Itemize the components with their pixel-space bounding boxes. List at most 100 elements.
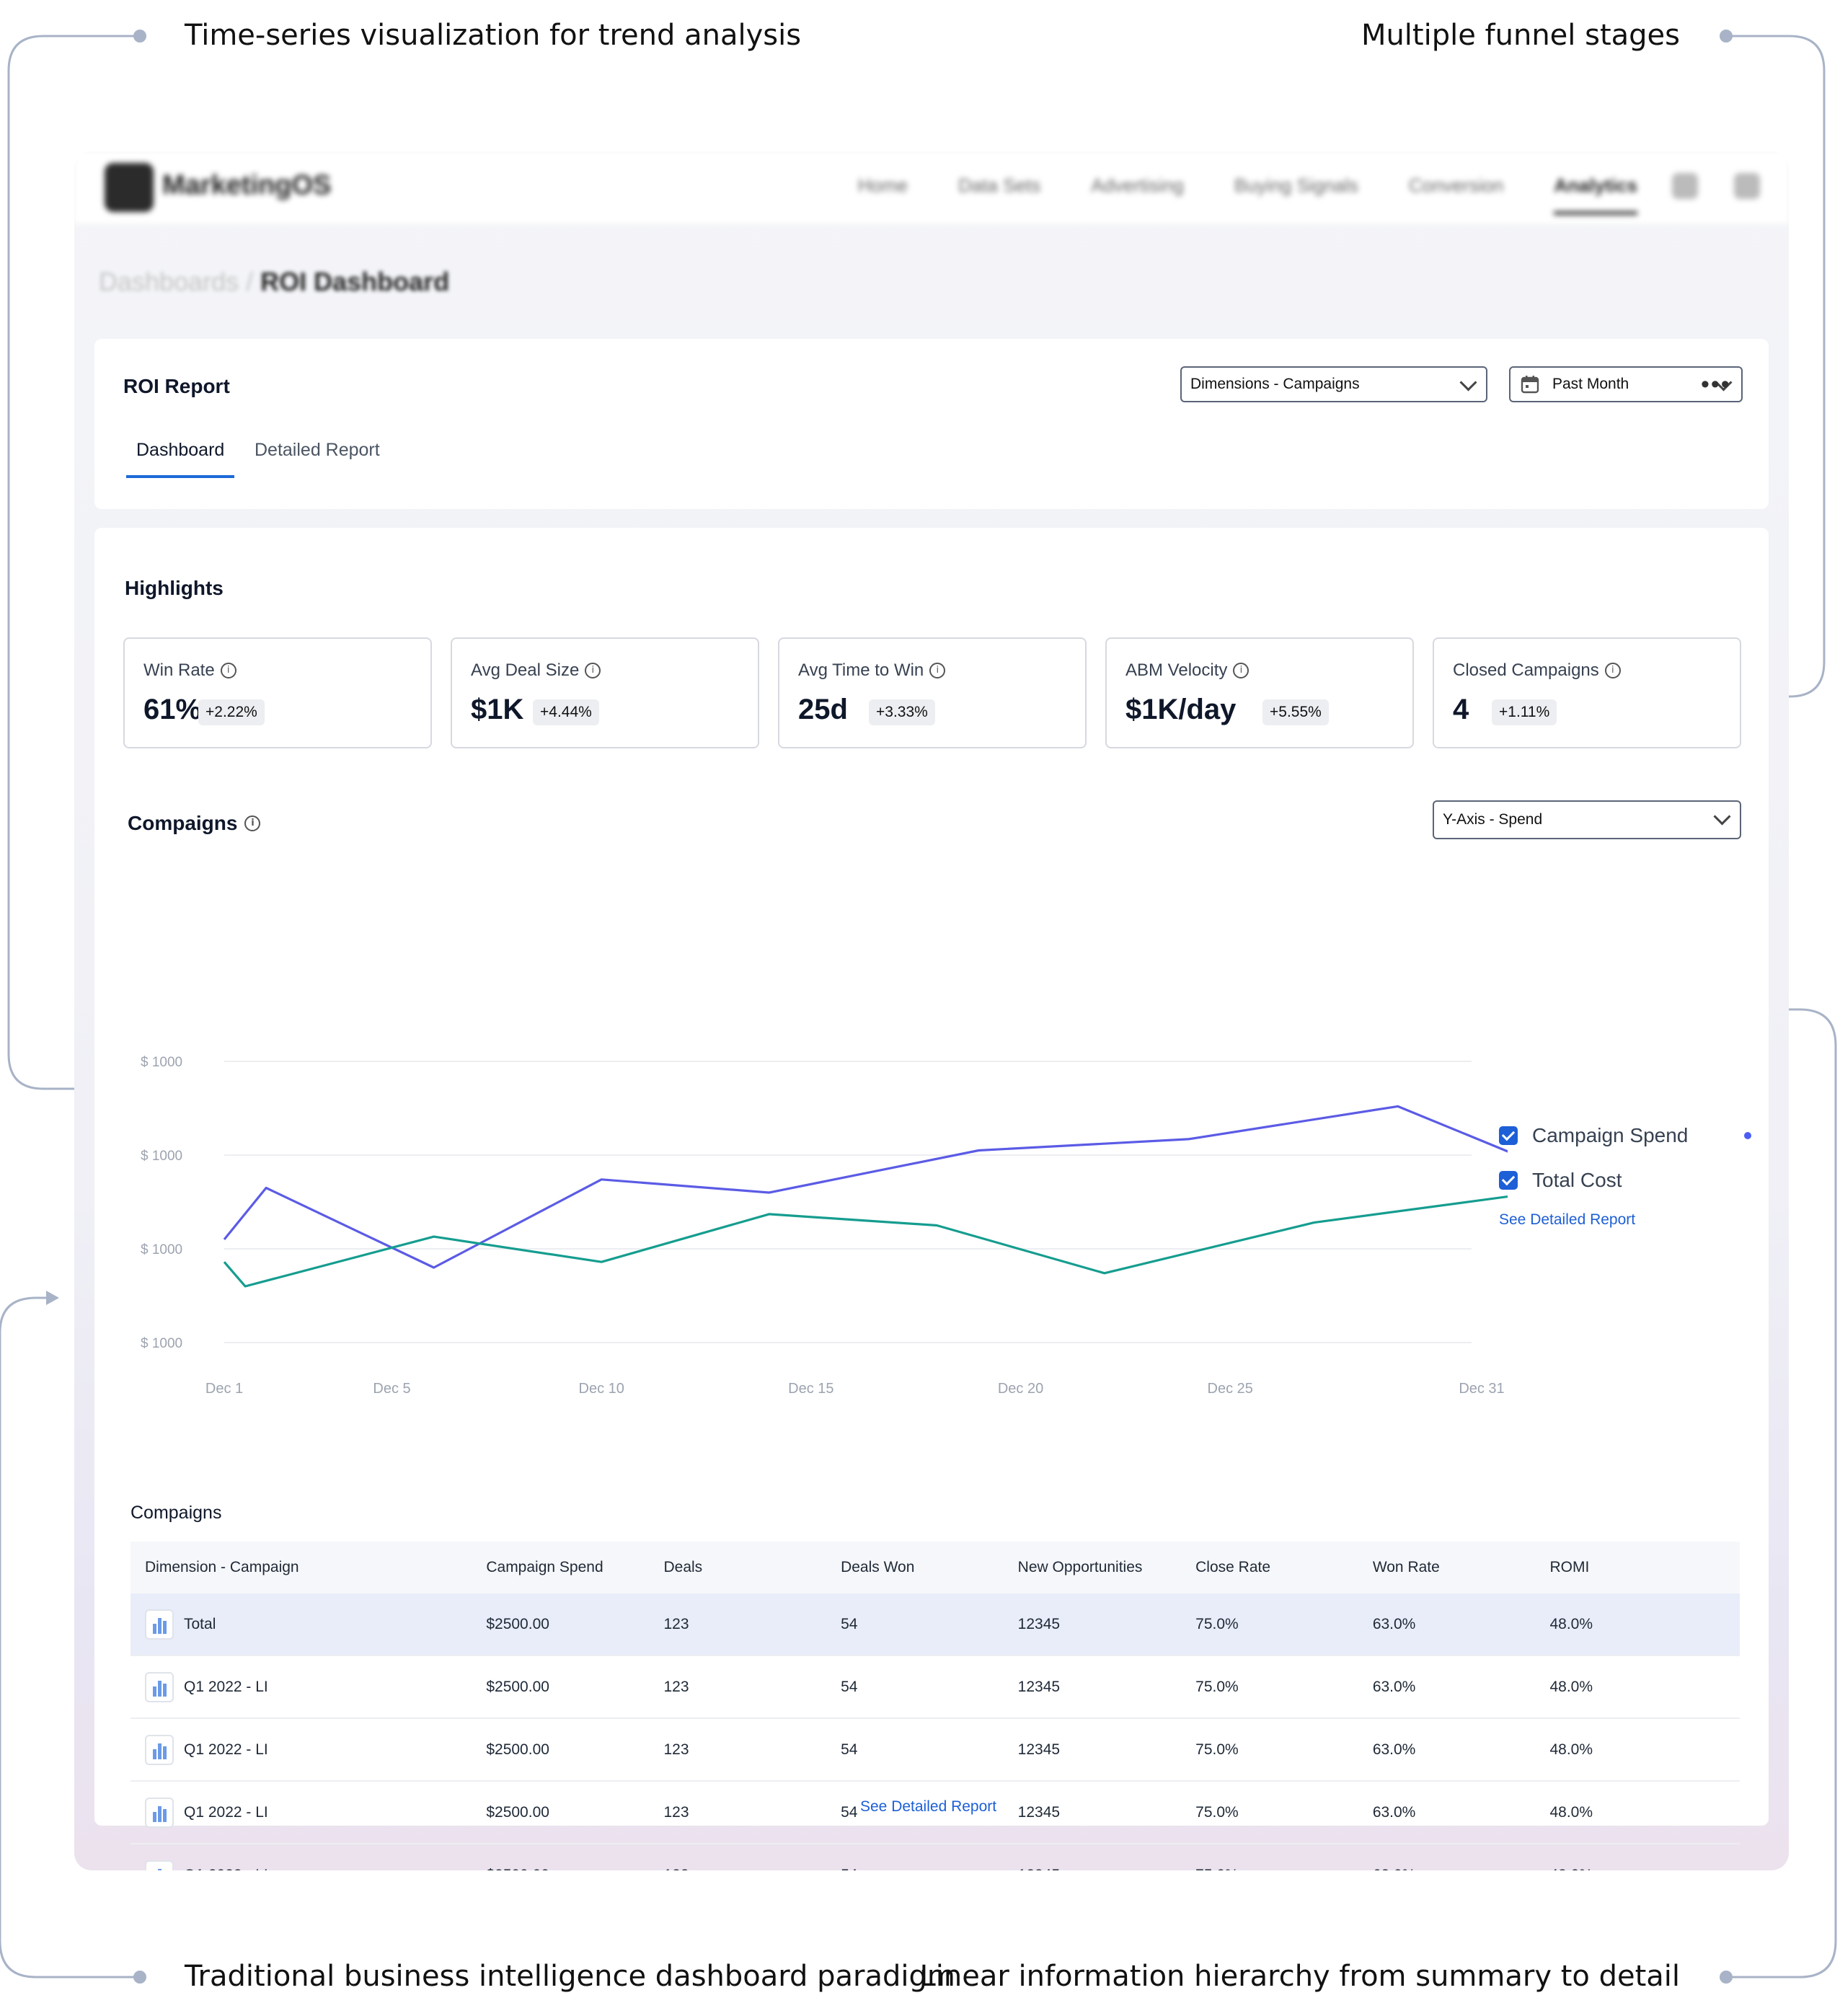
campaigns-table: Dimension - Campaign Campaign Spend Deals D… (131, 1542, 1740, 1870)
chart-see-detailed-report-link[interactable]: See Detailed Report (1499, 1211, 1636, 1228)
table-cell: 75.0% (1195, 1844, 1373, 1870)
info-icon[interactable]: i (1604, 663, 1621, 678)
breadcrumb-current: ROI Dashboard (260, 267, 450, 296)
table-row-total[interactable]: Total $2500.00 123 54 12345 75.0% 63.0% 48.0% (131, 1593, 1740, 1656)
info-icon[interactable]: i (220, 663, 236, 678)
annotation-bottom-left: Traditional business intelligence dashbo… (185, 1960, 955, 1993)
chart-legend: Campaign Spend Total Cost See Detailed R… (1499, 1113, 1752, 1229)
campaign-name: Q1 2022 - LI (184, 1741, 268, 1758)
bar-chart-icon (145, 1734, 174, 1765)
bar-chart-icon (145, 1860, 174, 1870)
kpi-label: Win Rate (143, 660, 215, 680)
table-cell: 48.0% (1549, 1593, 1740, 1656)
table-row[interactable]: Q1 2022 - LI $2500.00123541234575.0%63.0%… (131, 1844, 1740, 1870)
table-cell: 63.0% (1372, 1593, 1550, 1656)
kpi-closed-campaigns: Closed Campaigns i 4 +1.11% (1433, 637, 1741, 748)
nav-advertising[interactable]: Advertising (1091, 174, 1184, 196)
table-cell: 12345 (1017, 1593, 1196, 1656)
legend-item-total-cost[interactable]: Total Cost (1499, 1158, 1688, 1203)
calendar-icon (1521, 376, 1539, 394)
kpi-avg-time-to-win: Avg Time to Win i 25d +3.33% (778, 637, 1087, 748)
table-cell: 75.0% (1195, 1655, 1373, 1719)
table-cell: $2500.00 (486, 1781, 664, 1844)
breadcrumb-parent[interactable]: Dashboards (99, 267, 239, 296)
kpi-value: $1K (471, 694, 524, 725)
report-title: ROI Report (123, 375, 230, 397)
kpi-delta-badge: +4.44% (533, 699, 599, 725)
x-tick-label: Dec 31 (1459, 1381, 1504, 1397)
campaign-name: Q1 2022 - LI (184, 1803, 268, 1821)
nav-buying-signals[interactable]: Buying Signals (1234, 174, 1358, 196)
kpi-delta-badge: +1.11% (1492, 699, 1557, 725)
breadcrumb: Dashboards / ROI Dashboard (99, 267, 450, 296)
campaign-name: Q1 2022 - LI (184, 1678, 268, 1695)
info-icon[interactable]: i (1233, 663, 1249, 678)
user-avatar[interactable] (1734, 173, 1760, 199)
kpi-delta-badge: +2.22% (198, 699, 265, 725)
cell-campaign: Q1 2022 - LI (131, 1844, 487, 1871)
app-window: MarketingOS Home Data Sets Advertising B… (74, 151, 1789, 1870)
nav-home[interactable]: Home (857, 174, 908, 196)
table-cell: 75.0% (1195, 1718, 1373, 1782)
info-icon[interactable]: i (585, 663, 601, 678)
column-header: Campaign Spend (486, 1542, 664, 1593)
campaign-name-cell: Q1 2022 - LI (145, 1734, 486, 1765)
table-cell: 63.0% (1372, 1718, 1550, 1782)
table-cell: 54 (841, 1781, 1018, 1844)
report-header-card: ROI Report Dimensions - Campaigns Past M… (94, 339, 1769, 509)
info-icon[interactable]: i (929, 663, 946, 678)
campaigns-line-chart: $ 1000 $ 1000 $ 1000 $ 1000 Dec 1 Dec 5 Dec 10… (141, 1055, 1508, 1397)
x-tick-label: Dec 15 (788, 1381, 833, 1397)
annotation-top-left: Time-series visualization for trend anal… (185, 19, 802, 52)
kpi-label: ABM Velocity (1125, 660, 1228, 680)
kpi-win-rate: Win Rate i 61% +2.22% (123, 637, 432, 748)
tab-detailed-report[interactable]: Detailed Report (255, 440, 380, 460)
tab-dashboard[interactable]: Dashboard (126, 440, 235, 478)
kpi-delta-badge: +5.55% (1262, 699, 1329, 725)
table-cell: 12345 (1017, 1655, 1196, 1719)
legend-dot (1744, 1132, 1752, 1139)
y-tick-label: $ 1000 (141, 1149, 182, 1164)
checkbox-checked[interactable] (1499, 1171, 1518, 1190)
campaign-name: Q1 2022 - LI (184, 1867, 268, 1871)
dimension-select[interactable]: Dimensions - Campaigns (1180, 366, 1487, 402)
kpi-value: 25d (798, 694, 848, 725)
kpi-label: Closed Campaigns (1453, 660, 1599, 680)
chevron-down-icon (1713, 808, 1731, 826)
kpi-delta-badge: +3.33% (869, 699, 935, 725)
table-see-detailed-report-link[interactable]: See Detailed Report (860, 1798, 997, 1815)
column-header: Won Rate (1372, 1542, 1550, 1593)
x-tick-label: Dec 20 (998, 1381, 1043, 1397)
more-options-icon[interactable]: ••• (1701, 371, 1731, 398)
nav-analytics[interactable]: Analytics (1554, 174, 1637, 215)
y-axis-select[interactable]: Y-Axis - Spend (1433, 800, 1741, 839)
legend-item-campaign-spend[interactable]: Campaign Spend (1499, 1113, 1752, 1158)
table-cell: 54 (841, 1844, 1018, 1870)
x-tick-label: Dec 10 (579, 1381, 624, 1397)
table-title: Compaigns (131, 1503, 222, 1523)
table-cell: $2500.00 (486, 1844, 664, 1870)
nav-data-sets[interactable]: Data Sets (958, 174, 1041, 196)
checkbox-checked[interactable] (1499, 1126, 1518, 1145)
bar-chart-icon (145, 1671, 174, 1702)
logo-icon (105, 163, 154, 212)
dimension-select-value: Dimensions - Campaigns (1190, 376, 1360, 392)
table-cell: 123 (663, 1718, 841, 1782)
period-select[interactable]: Past Month (1509, 366, 1743, 402)
table-cell: 54 (841, 1593, 1018, 1656)
table-cell: 63.0% (1372, 1844, 1550, 1870)
campaigns-chart-title-text: Compaigns (128, 812, 238, 834)
table-cell: 48.0% (1549, 1781, 1740, 1844)
apps-grid-icon[interactable] (1672, 173, 1698, 199)
kpi-value: $1K/day (1125, 694, 1237, 725)
nav-conversion[interactable]: Conversion (1408, 174, 1504, 196)
info-icon[interactable]: i (244, 815, 261, 831)
table-cell: 54 (841, 1655, 1018, 1719)
column-header: New Opportunities (1017, 1542, 1196, 1593)
y-axis-select-value: Y-Axis - Spend (1443, 811, 1543, 828)
cell-campaign: Total (131, 1593, 487, 1656)
cell-campaign: Q1 2022 - LI (131, 1655, 487, 1719)
